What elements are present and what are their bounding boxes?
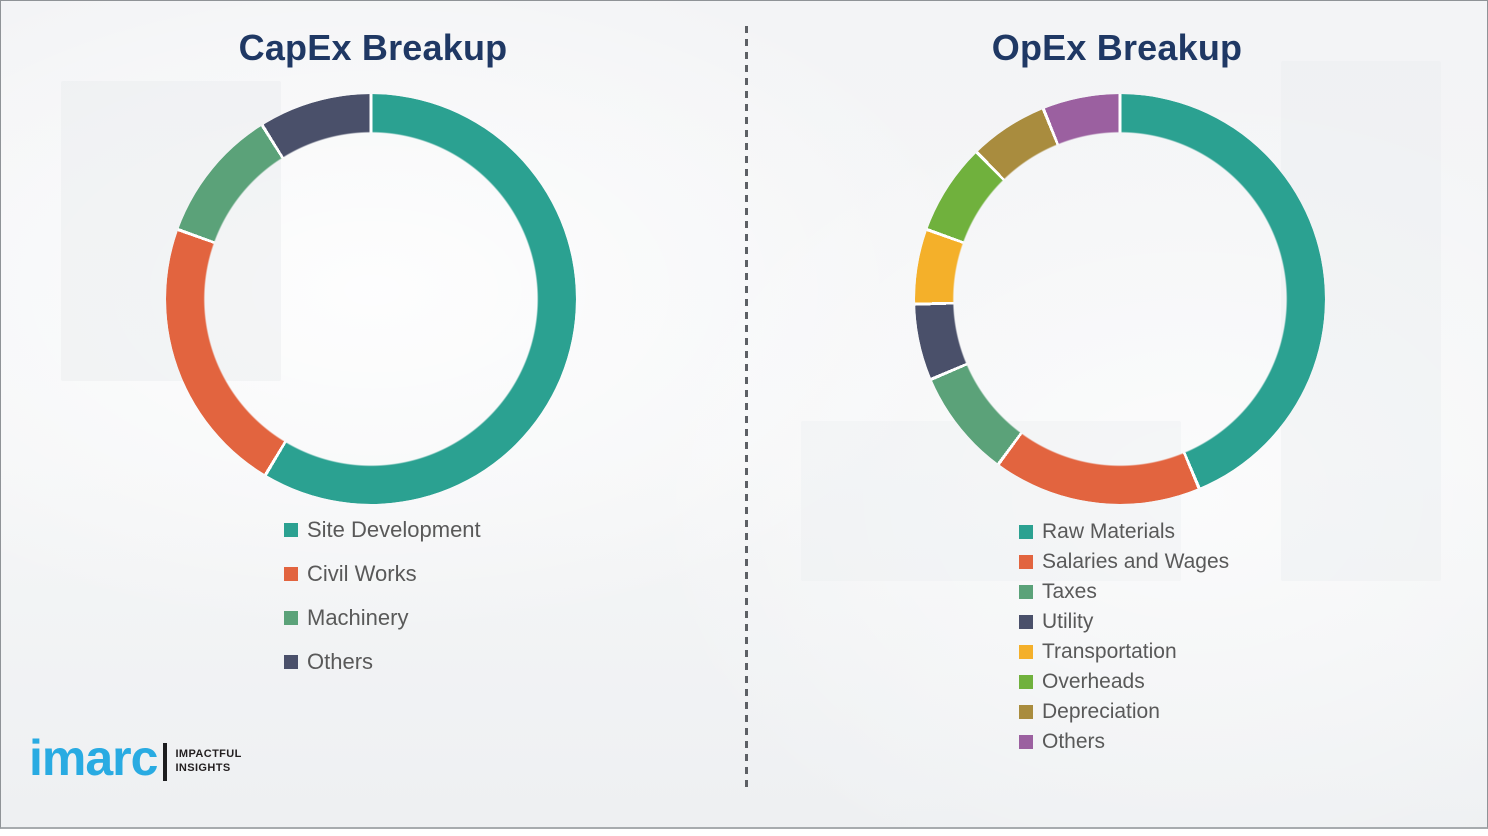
legend-item-transportation: Transportation <box>1019 637 1229 667</box>
legend-swatch <box>1019 615 1033 629</box>
legend-label: Overheads <box>1042 670 1145 693</box>
legend-item-taxes: Taxes <box>1019 577 1229 607</box>
legend-swatch <box>284 523 298 537</box>
legend-label: Machinery <box>307 605 409 630</box>
logo-divider-bar <box>163 742 168 781</box>
legend-label: Site Development <box>307 517 481 542</box>
legend-swatch <box>1019 675 1033 689</box>
legend-item-overheads: Overheads <box>1019 667 1229 697</box>
legend-item-civil-works: Civil Works <box>284 552 481 596</box>
legend-label: Taxes <box>1042 580 1097 603</box>
legend-item-depreciation: Depreciation <box>1019 697 1229 727</box>
legend-label: Raw Materials <box>1042 520 1176 543</box>
logo-tagline: IMPACTFUL INSIGHTS <box>175 748 241 776</box>
legend-item-utility: Utility <box>1019 607 1229 637</box>
logo-tagline-line2: INSIGHTS <box>175 761 231 774</box>
legend-item-others: Others <box>284 640 481 684</box>
legend-label: Depreciation <box>1042 700 1160 723</box>
dashed-divider-line <box>745 26 748 788</box>
opex-panel: OpEx Breakup Raw Materials Salaries and W… <box>745 1 1488 827</box>
legend-item-raw-materials: Raw Materials <box>1019 517 1229 547</box>
legend-swatch <box>1019 585 1033 599</box>
imarc-logo: imarc IMPACTFUL INSIGHTS <box>29 730 242 786</box>
legend-item-salaries-and-wages: Salaries and Wages <box>1019 547 1229 577</box>
capex-legend: Site Development Civil Works Machinery Othe… <box>284 508 481 684</box>
legend-item-machinery: Machinery <box>284 596 481 640</box>
legend-swatch <box>284 611 298 625</box>
legend-item-site-development: Site Development <box>284 508 481 552</box>
legend-swatch <box>1019 525 1033 539</box>
imarc-wordmark: imarc <box>29 730 158 786</box>
legend-swatch <box>284 655 298 669</box>
legend-item-others: Others <box>1019 727 1229 757</box>
opex-donut-chart <box>915 94 1325 504</box>
legend-label: Others <box>1042 730 1106 753</box>
legend-swatch <box>284 567 298 581</box>
capex-panel: CapEx Breakup Site Development Civil Work… <box>1 1 745 827</box>
capex-donut-chart <box>166 94 576 504</box>
legend-swatch <box>1019 555 1033 569</box>
logo-tagline-line1: IMPACTFUL <box>175 747 242 760</box>
legend-label: Transportation <box>1042 640 1177 663</box>
opex-chart-title: OpEx Breakup <box>991 27 1243 68</box>
legend-label: Salaries and Wages <box>1042 550 1230 573</box>
opex-legend: Raw Materials Salaries and Wages Taxes Util… <box>1019 517 1229 757</box>
legend-swatch <box>1019 705 1033 719</box>
capex-chart-title: CapEx Breakup <box>238 27 508 68</box>
legend-label: Civil Works <box>307 561 417 586</box>
legend-label: Utility <box>1042 610 1094 633</box>
legend-swatch <box>1019 645 1033 659</box>
legend-label: Others <box>307 649 374 674</box>
legend-swatch <box>1019 735 1033 749</box>
